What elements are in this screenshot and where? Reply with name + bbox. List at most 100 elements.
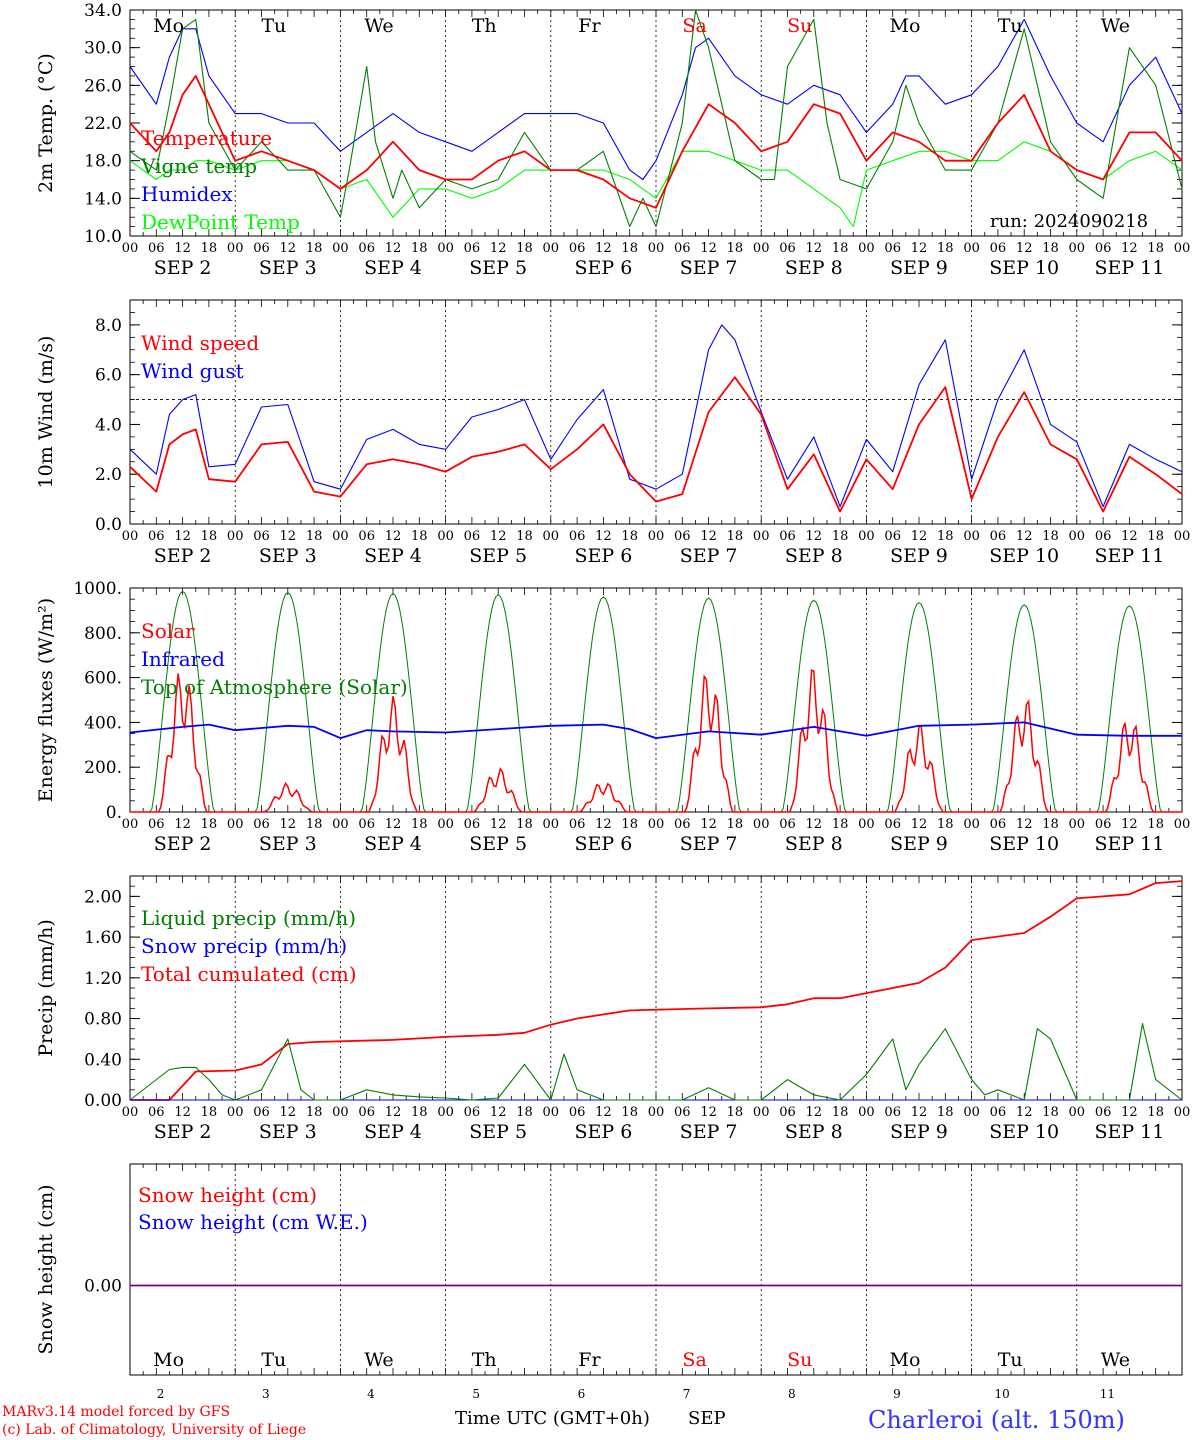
y-tick-label: 2.0 — [95, 465, 122, 485]
x-date-label: SEP 3 — [259, 1121, 317, 1143]
x-hour-label: 06 — [779, 817, 796, 832]
y-tick-label: 10.0 — [84, 227, 122, 247]
day-name-top: We — [364, 15, 393, 37]
day-name-top: Su — [787, 15, 812, 37]
x-hour-label: 00 — [332, 529, 349, 544]
x-hour-label: 12 — [490, 241, 507, 256]
x-hour-label: 12 — [700, 817, 717, 832]
x-hour-label: 12 — [911, 241, 928, 256]
x-date-label: SEP 6 — [574, 545, 632, 567]
x-hour-label: 06 — [884, 1105, 901, 1120]
x-date-label: SEP 5 — [469, 1121, 527, 1143]
x-hour-label: 18 — [832, 529, 849, 544]
x-hour-label: 18 — [1042, 817, 1059, 832]
x-hour-label: 00 — [227, 817, 244, 832]
x-hour-label: 00 — [437, 817, 454, 832]
x-date-label: SEP 11 — [1094, 545, 1164, 567]
x-hour-label: 18 — [306, 529, 323, 544]
day-number: 6 — [578, 1387, 586, 1401]
x-hour-label: 18 — [306, 241, 323, 256]
x-hour-label: 12 — [700, 1105, 717, 1120]
x-hour-label: 18 — [937, 529, 954, 544]
x-hour-label: 06 — [464, 817, 481, 832]
x-hour-label: 18 — [516, 529, 533, 544]
x-date-label: SEP 9 — [890, 1121, 948, 1143]
x-hour-label: 06 — [148, 817, 165, 832]
footer-model: MARv3.14 model forced by GFS — [2, 1404, 230, 1420]
x-hour-label: 12 — [280, 817, 297, 832]
x-hour-label: 00 — [332, 1105, 349, 1120]
x-hour-label: 18 — [411, 1105, 428, 1120]
legend-entry: Snow precip (mm/h) — [141, 934, 347, 958]
series-line — [129, 1023, 1183, 1101]
x-date-label: SEP 5 — [469, 257, 527, 279]
x-hour-label: 00 — [1174, 817, 1191, 832]
x-hour-label: 00 — [858, 529, 875, 544]
x-hour-label: 00 — [1069, 529, 1086, 544]
day-name-bottom: Fr — [578, 1349, 601, 1371]
x-hour-label: 18 — [1042, 241, 1059, 256]
x-hour-label: 06 — [253, 241, 270, 256]
y-tick-label: 18.0 — [84, 152, 122, 172]
y-axis-label: Precip (mm/h) — [35, 919, 57, 1057]
x-hour-label: 12 — [1121, 241, 1138, 256]
x-hour-label: 18 — [937, 241, 954, 256]
x-hour-label: 06 — [884, 529, 901, 544]
x-hour-label: 00 — [543, 241, 560, 256]
x-date-label: SEP 4 — [364, 545, 422, 567]
day-number: 5 — [472, 1387, 480, 1401]
day-name-top: Tu — [261, 15, 286, 37]
x-hour-label: 06 — [990, 529, 1007, 544]
panel-3: 0. 200. 400. 600. 800. 1000. Energy fluxes (W/… — [35, 579, 1190, 855]
y-tick-label: 0. — [106, 803, 122, 823]
x-hour-label: 00 — [648, 1105, 665, 1120]
x-hour-label: 06 — [358, 1105, 375, 1120]
x-hour-label: 00 — [122, 1105, 139, 1120]
y-axis-label: Energy fluxes (W/m²) — [35, 598, 57, 802]
legend-entry: Top of Atmosphere (Solar) — [141, 675, 408, 699]
series-line — [129, 18, 1183, 181]
x-hour-label: 06 — [358, 529, 375, 544]
x-hour-label: 12 — [595, 1105, 612, 1120]
x-hour-label: 18 — [201, 241, 218, 256]
legend-entry: Liquid precip (mm/h) — [141, 906, 356, 930]
legend-entry: Solar — [141, 619, 195, 643]
x-hour-label: 12 — [1121, 529, 1138, 544]
x-hour-label: 18 — [1147, 529, 1164, 544]
x-hour-label: 12 — [490, 529, 507, 544]
x-date-label: SEP 10 — [989, 1121, 1059, 1143]
day-name-top: Mo — [890, 15, 921, 37]
x-hour-label: 12 — [595, 241, 612, 256]
x-hour-label: 06 — [464, 529, 481, 544]
x-hour-label: 00 — [1069, 1105, 1086, 1120]
x-hour-label: 00 — [227, 1105, 244, 1120]
x-hour-label: 18 — [411, 241, 428, 256]
x-hour-label: 06 — [148, 1105, 165, 1120]
x-hour-label: 18 — [621, 241, 638, 256]
x-date-label: SEP 10 — [989, 833, 1059, 855]
x-hour-label: 00 — [1174, 529, 1191, 544]
x-hour-label: 06 — [569, 1105, 586, 1120]
x-date-label: SEP 2 — [154, 257, 212, 279]
x-date-label: SEP 10 — [989, 545, 1059, 567]
x-hour-label: 18 — [306, 817, 323, 832]
x-hour-label: 00 — [122, 241, 139, 256]
legend-entry: Temperature — [141, 126, 272, 150]
x-date-label: SEP 2 — [154, 833, 212, 855]
x-date-label: SEP 7 — [680, 833, 738, 855]
x-hour-label: 00 — [753, 1105, 770, 1120]
legend-entry: Snow height (cm) — [138, 1183, 317, 1207]
y-tick-label: 6.0 — [95, 366, 122, 386]
x-date-label: SEP 5 — [469, 833, 527, 855]
y-tick-label: 800. — [84, 624, 122, 644]
x-hour-label: 12 — [1016, 241, 1033, 256]
y-axis-label: 10m Wind (m/s) — [35, 336, 57, 489]
x-hour-label: 00 — [227, 241, 244, 256]
x-hour-label: 12 — [911, 529, 928, 544]
day-number: 7 — [683, 1387, 691, 1401]
x-hour-label: 18 — [1147, 817, 1164, 832]
x-hour-label: 18 — [1042, 1105, 1059, 1120]
x-date-label: SEP 11 — [1094, 833, 1164, 855]
x-hour-label: 18 — [937, 1105, 954, 1120]
